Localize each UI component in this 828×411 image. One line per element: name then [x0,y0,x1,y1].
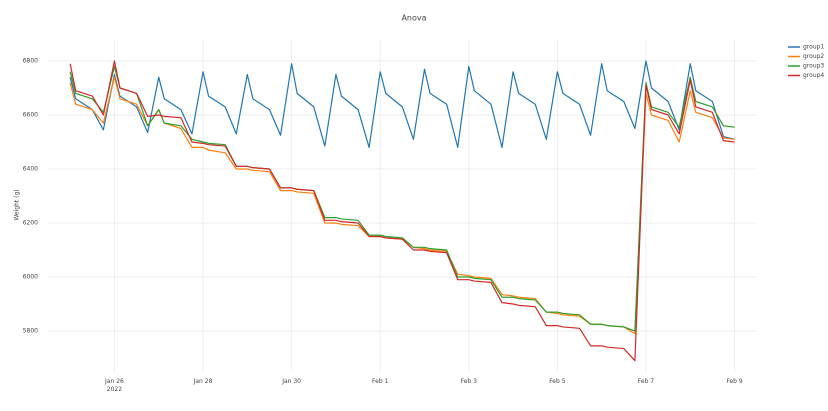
series-line [69,60,735,362]
y-tick-label: 6000 [23,274,38,281]
series-line [69,60,735,148]
x-tick-label: Jan 30 [282,377,301,385]
series-line [69,65,735,332]
legend-label: group4 [803,72,824,79]
legend-label: group1 [803,44,824,51]
legend-label: group2 [803,53,824,60]
x-tick-label: Feb 5 [549,377,566,385]
x-tick-label: Jan 26 2022 [105,377,124,393]
y-tick-label: 6800 [23,58,38,65]
y-tick-label: 6200 [23,220,38,227]
x-tick-label: Jan 28 [193,377,213,385]
legend-label: group3 [803,63,824,70]
x-tick-label: Feb 9 [726,377,743,385]
chart-title: Anova [401,14,426,23]
y-tick-label: 5800 [23,328,38,335]
x-tick-label: Feb 1 [372,377,389,385]
y-tick-label: 6600 [23,112,38,119]
x-tick-label: Feb 3 [460,377,477,385]
y-tick-label: 6400 [23,166,38,173]
y-axis-label: Weight (g) [14,189,21,220]
series-line [69,76,735,335]
x-tick-label: Feb 7 [637,377,655,385]
